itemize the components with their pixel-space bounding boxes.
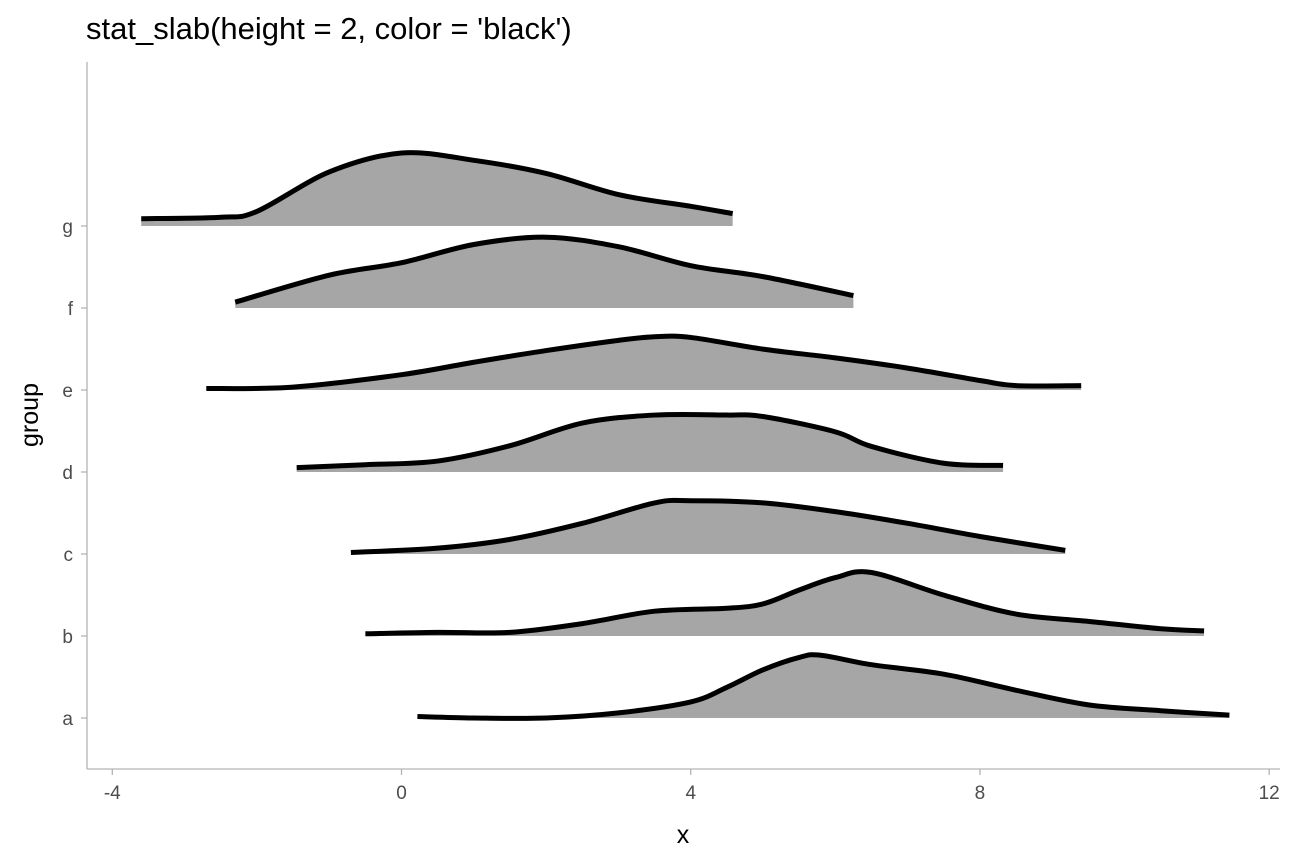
slab-outline-c bbox=[350, 497, 1066, 556]
y-tick-label: c bbox=[64, 545, 74, 566]
slab-area-b bbox=[365, 571, 1205, 636]
slab-outline-g bbox=[141, 150, 734, 222]
x-tick-label: 4 bbox=[685, 783, 696, 804]
x-tick-label: 8 bbox=[975, 783, 986, 804]
slab-f bbox=[234, 234, 854, 308]
slab-d bbox=[296, 411, 1004, 472]
slab-a bbox=[417, 652, 1230, 721]
x-tick-label: 12 bbox=[1259, 783, 1280, 804]
slab-outline-f bbox=[234, 234, 854, 305]
slab-area-a bbox=[417, 654, 1230, 719]
slab-outline-e bbox=[206, 333, 1082, 392]
slab-area-g bbox=[141, 152, 733, 226]
slab-area-c bbox=[350, 500, 1066, 554]
y-axis-ticks: a b c d e f g bbox=[62, 217, 87, 730]
x-tick-label: -4 bbox=[104, 783, 121, 804]
chart-title: stat_slab(height = 2, color = 'black') bbox=[86, 11, 572, 46]
slab-layer bbox=[141, 150, 1230, 721]
slab-outline-d bbox=[296, 411, 1004, 471]
slab-b bbox=[365, 569, 1205, 637]
y-tick-label: b bbox=[62, 627, 73, 648]
y-tick-label: f bbox=[68, 299, 74, 320]
x-axis-title: x bbox=[677, 821, 690, 849]
y-tick-label: g bbox=[62, 217, 73, 238]
y-axis-title: group bbox=[16, 383, 44, 447]
x-tick-label: 0 bbox=[396, 783, 407, 804]
slab-area-d bbox=[296, 414, 1004, 472]
slab-g bbox=[141, 150, 734, 226]
y-tick-label: e bbox=[62, 381, 73, 402]
slab-area-f bbox=[235, 237, 854, 308]
x-axis-ticks: -4 0 4 8 12 bbox=[104, 769, 1280, 804]
slab-outline-a bbox=[417, 652, 1230, 721]
slab-area-e bbox=[206, 336, 1082, 390]
slab-outline-b bbox=[365, 569, 1205, 637]
slab-e bbox=[206, 333, 1082, 392]
y-tick-label: a bbox=[62, 709, 73, 730]
slab-c bbox=[350, 497, 1066, 556]
y-tick-label: d bbox=[62, 463, 73, 484]
